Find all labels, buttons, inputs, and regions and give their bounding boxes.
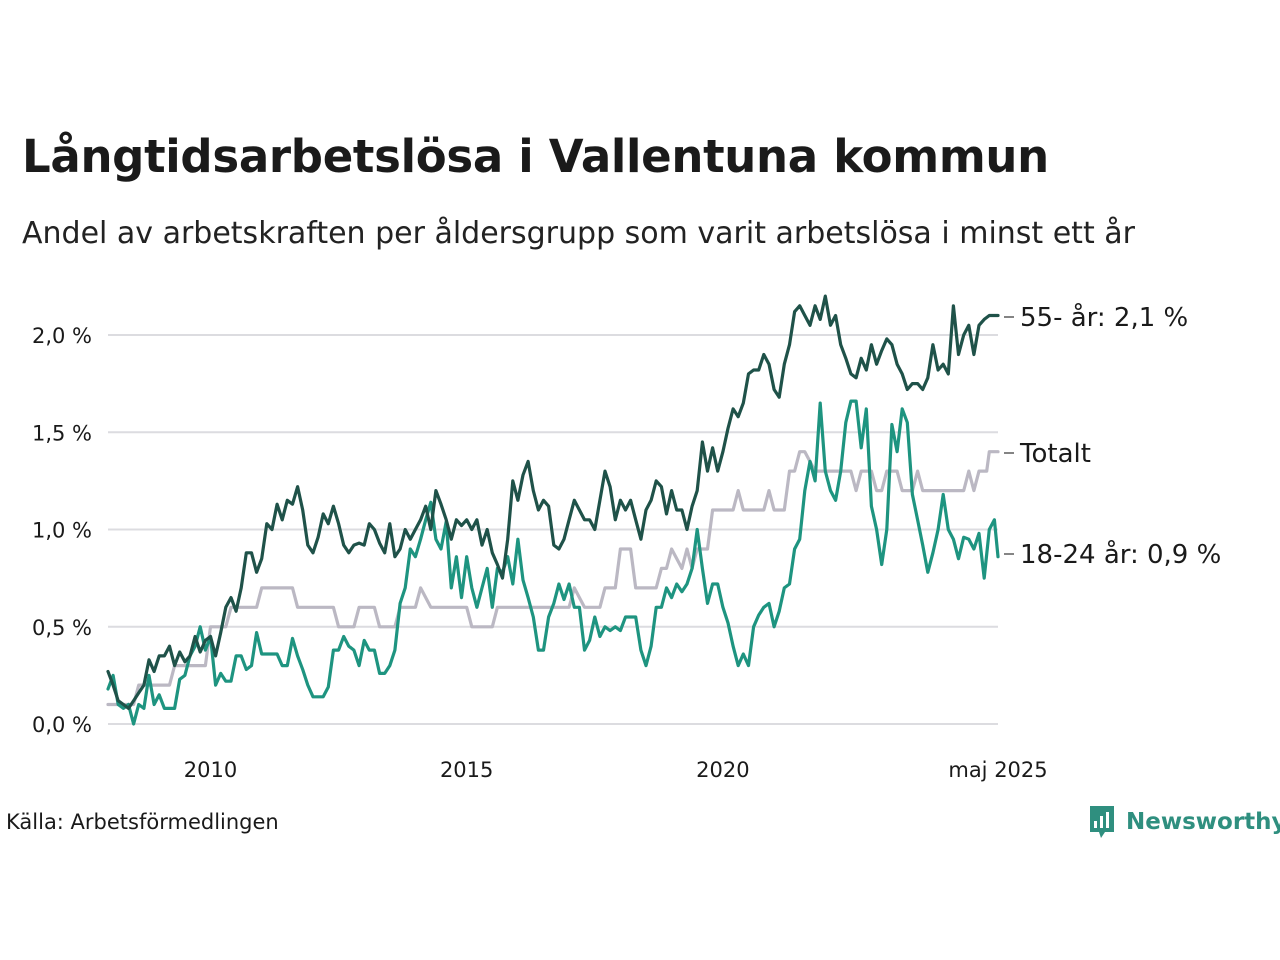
x-tick-label: 2010 — [184, 758, 237, 782]
series-line-55-r — [106, 294, 1000, 710]
series-end-label: 18-24 år: 0,9 % — [1020, 539, 1221, 570]
series-end-label: Totalt — [1019, 439, 1091, 469]
series-lines — [106, 294, 1000, 726]
source-note: Källa: Arbetsförmedlingen — [6, 810, 279, 834]
x-tick-label: 2015 — [440, 758, 493, 782]
brand-name: Newsworthy — [1126, 809, 1280, 835]
x-tick-label: maj 2025 — [948, 758, 1047, 782]
series-line-18-24-r — [106, 399, 1000, 726]
y-tick-label: 0,0 % — [32, 713, 92, 737]
chart-title: Långtidsarbetslösa i Vallentuna kommun — [22, 130, 1049, 183]
chart-subtitle: Andel av arbetskraften per åldersgrupp s… — [22, 216, 1135, 251]
y-tick-label: 1,5 % — [32, 421, 92, 445]
y-axis-ticks: 0,0 % 0,5 % 1,0 % 1,5 % 2,0 % — [32, 324, 92, 737]
series-end-label: 55- år: 2,1 % — [1020, 302, 1188, 333]
bar-chart-bubble-icon — [1090, 806, 1114, 838]
series-line-totalt — [106, 450, 1000, 707]
x-axis-ticks: 2010 2015 2020 maj 2025 — [184, 758, 1048, 782]
y-tick-label: 2,0 % — [32, 324, 92, 348]
x-tick-label: 2020 — [696, 758, 749, 782]
series-end-labels: Totalt 18-24 år: 0,9 % 55- år: 2,1 % — [1004, 302, 1221, 570]
brand-logo[interactable]: Newsworthy — [1088, 804, 1280, 840]
y-tick-label: 0,5 % — [32, 616, 92, 640]
y-tick-label: 1,0 % — [32, 519, 92, 543]
